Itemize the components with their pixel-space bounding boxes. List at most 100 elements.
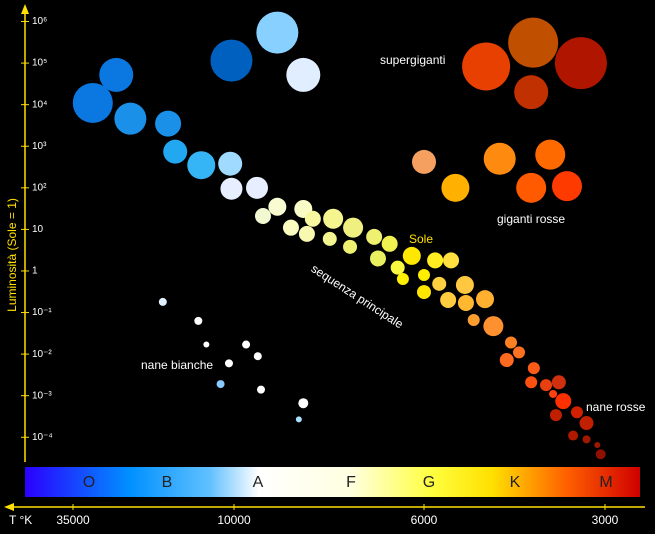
star [203,341,210,348]
star [554,37,607,90]
y-tick-label: 10² [32,182,47,193]
star [343,217,364,238]
annotation: sequenza principale [309,261,406,331]
star [483,142,516,175]
star [390,260,405,275]
star [298,225,315,242]
annotation: Sole [409,232,433,246]
star [508,17,559,68]
star [514,75,549,110]
star [254,207,271,224]
star [155,110,182,137]
x-tick-label: 6000 [411,513,438,527]
spectral-class: F [346,474,356,491]
star [443,252,460,269]
y-tick-label: 10⁻¹ [32,307,52,318]
star [253,352,262,361]
y-arrow [21,4,29,14]
star [246,176,269,199]
star [158,297,167,306]
star [457,294,474,311]
star [396,273,409,286]
star [525,376,538,389]
spectral-class: B [162,474,173,491]
star [579,416,594,431]
star [594,442,601,449]
annotation: nane bianche [141,358,213,372]
star [369,250,386,267]
star [504,336,517,349]
y-tick-label: 10³ [32,141,47,152]
y-tick-label: 10⁻³ [32,390,52,401]
y-tick-label: 10⁻² [32,349,52,360]
star [540,379,553,392]
star [516,172,547,203]
star [220,177,243,200]
star [513,346,526,359]
star [114,102,147,135]
star [455,275,474,294]
star [322,231,337,246]
star [343,239,358,254]
star [440,292,457,309]
star [402,246,421,265]
y-tick-label: 1 [32,266,38,277]
star [256,385,265,394]
spectral-class: K [510,474,521,491]
star [256,11,299,54]
star [210,39,253,82]
star [582,435,591,444]
star [441,173,470,202]
star [366,228,383,245]
star [595,449,606,460]
star [549,389,558,398]
star [268,197,287,216]
annotation: giganti rosse [497,212,565,226]
spectral-class: O [83,474,95,491]
star [163,139,188,164]
x-tick-label: 3000 [592,513,619,527]
star [432,276,447,291]
star [418,268,430,281]
star [218,151,243,176]
spectral-bar [25,467,640,497]
star [282,219,299,236]
star [527,362,540,375]
x-tick-label: 10000 [217,513,251,527]
star [499,353,514,368]
star [187,151,216,180]
star [483,316,504,337]
star [72,82,113,123]
star [99,57,134,92]
y-axis-label: Luminosità (Sole = 1) [5,198,19,312]
star [462,42,511,91]
star [194,316,203,325]
y-tick-label: 10 [32,224,44,235]
star [555,393,572,410]
star [549,409,562,422]
star [535,139,566,170]
star [412,149,436,174]
star [304,210,321,227]
star [323,208,344,229]
star [216,380,225,389]
star [298,398,309,409]
y-tick-label: 10⁻⁴ [32,432,53,443]
spectral-class: M [599,474,612,491]
star [570,406,583,419]
x-tick-label: 35000 [56,513,90,527]
star [568,430,579,441]
spectral-class: A [253,474,264,491]
star [427,252,444,269]
star [242,340,251,349]
annotation: nane rosse [586,400,646,414]
y-tick-label: 10⁵ [32,58,47,69]
star [476,290,495,309]
spectral-class: G [423,474,435,491]
star [417,285,431,300]
star [467,314,480,327]
y-tick-label: 10⁶ [32,16,47,27]
star [381,235,398,252]
star [224,359,233,368]
